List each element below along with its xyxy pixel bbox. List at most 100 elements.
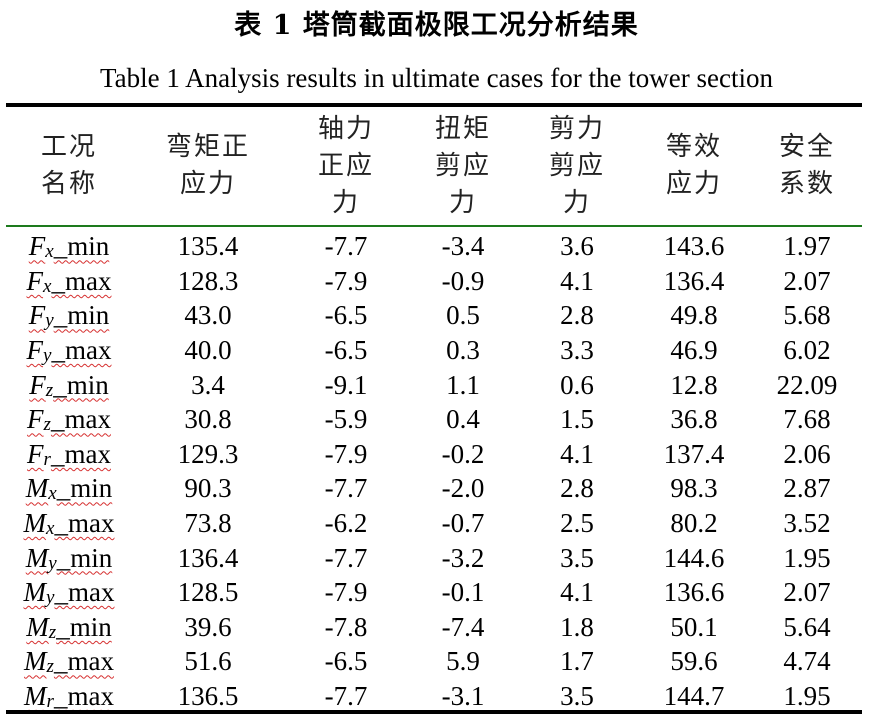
case-subscript: z: [48, 621, 57, 643]
safety-factor-cell: 2.06: [783, 438, 831, 469]
bending-stress-cell: 90.3: [184, 473, 232, 504]
bottom-rule: [6, 710, 862, 714]
case-suffix: _max: [54, 577, 115, 608]
table-title-chinese: 表 1 塔筒截面极限工况分析结果: [234, 10, 639, 41]
torsion-shear-cell: 0.5: [446, 300, 480, 331]
shear-stress-cell: 2.8: [560, 300, 594, 331]
axial-stress-cell: -7.7: [324, 681, 368, 712]
axial-stress-cell: -7.8: [324, 611, 368, 642]
shear-stress-cell: 1.8: [560, 611, 594, 642]
case-subscript: r: [43, 448, 51, 470]
case-symbol: M: [24, 681, 47, 712]
safety-factor-cell: 2.87: [783, 473, 831, 504]
axial-stress-cell: -6.5: [324, 646, 368, 677]
case-symbol: M: [26, 611, 49, 642]
torsion-shear-cell: -0.2: [441, 438, 485, 469]
bending-stress-cell: 129.3: [177, 438, 239, 469]
equivalent-stress-cell: 36.8: [670, 404, 718, 435]
axial-stress-cell: -9.1: [324, 369, 368, 400]
case-symbol: M: [23, 577, 47, 608]
case-symbol: M: [23, 508, 47, 539]
torsion-shear-cell: -3.2: [441, 542, 485, 573]
bending-stress-cell: 43.0: [184, 300, 232, 331]
case-subscript: y: [45, 310, 54, 332]
equivalent-stress-cell: 136.6: [663, 577, 725, 608]
shear-stress-cell: 2.8: [560, 473, 594, 504]
case-suffix: _max: [51, 335, 112, 366]
shear-stress-cell: 3.3: [560, 335, 594, 366]
safety-factor-cell: 5.64: [783, 611, 831, 642]
case-subscript: y: [46, 587, 55, 609]
axial-stress-cell: -7.9: [324, 438, 368, 469]
shear-stress-cell: 3.5: [560, 542, 594, 573]
case-suffix: _min: [53, 300, 110, 331]
axial-stress-cell: -7.9: [324, 265, 368, 296]
bending-stress-cell: 39.6: [184, 611, 232, 642]
bending-stress-cell: 3.4: [191, 369, 225, 400]
case-symbol: F: [27, 404, 44, 435]
axial-stress-cell: -7.7: [324, 542, 368, 573]
case-suffix: _max: [51, 265, 112, 296]
shear-stress-cell: 4.1: [560, 438, 594, 469]
equivalent-stress-cell: 59.6: [670, 646, 718, 677]
case-subscript: x: [43, 275, 52, 297]
axial-stress-cell: -7.7: [324, 473, 368, 504]
axial-stress-cell: -5.9: [324, 404, 368, 435]
torsion-shear-cell: -0.1: [441, 577, 485, 608]
safety-factor-cell: 5.68: [783, 300, 831, 331]
header-safety-factor: 安全 系数: [778, 132, 835, 199]
equivalent-stress-cell: 80.2: [670, 508, 718, 539]
torsion-shear-cell: -2.0: [441, 473, 485, 504]
shear-stress-cell: 3.5: [560, 681, 594, 712]
safety-factor-cell: 1.97: [783, 231, 831, 262]
case-suffix: _min: [56, 542, 113, 573]
torsion-shear-cell: 5.9: [446, 646, 480, 677]
case-suffix: _max: [53, 646, 114, 677]
header-rule: [6, 225, 862, 227]
case-subscript: x: [48, 483, 57, 505]
axial-stress-cell: -7.7: [324, 231, 368, 262]
header-bending-stress: 弯矩正 应力: [165, 132, 250, 199]
case-subscript: x: [45, 241, 54, 263]
safety-factor-cell: 1.95: [783, 681, 831, 712]
safety-factor-cell: 7.68: [783, 404, 831, 435]
torsion-shear-cell: -0.7: [441, 508, 485, 539]
case-subscript: r: [46, 691, 54, 713]
torsion-shear-cell: 0.3: [446, 335, 480, 366]
safety-factor-cell: 3.52: [783, 508, 831, 539]
torsion-shear-cell: 0.4: [446, 404, 480, 435]
case-symbol: F: [29, 369, 46, 400]
case-symbol: F: [26, 335, 44, 366]
case-suffix: _max: [53, 681, 114, 712]
bending-stress-cell: 30.8: [184, 404, 232, 435]
table-header-row: 工况 名称 弯矩正 应力 轴力 正应 力 扭矩 剪应 力 剪力 剪应 力 等效 …: [6, 107, 862, 225]
case-symbol: F: [27, 438, 44, 469]
bending-stress-cell: 40.0: [184, 335, 232, 366]
shear-stress-cell: 1.5: [560, 404, 594, 435]
shear-stress-cell: 1.7: [560, 646, 594, 677]
safety-factor-cell: 1.95: [783, 542, 831, 573]
shear-stress-cell: 0.6: [560, 369, 594, 400]
case-suffix: _min: [53, 231, 110, 262]
bending-stress-cell: 73.8: [184, 508, 232, 539]
case-subscript: z: [43, 414, 51, 436]
case-suffix: _min: [56, 611, 112, 642]
equivalent-stress-cell: 143.6: [663, 231, 725, 262]
case-suffix: _max: [50, 404, 111, 435]
